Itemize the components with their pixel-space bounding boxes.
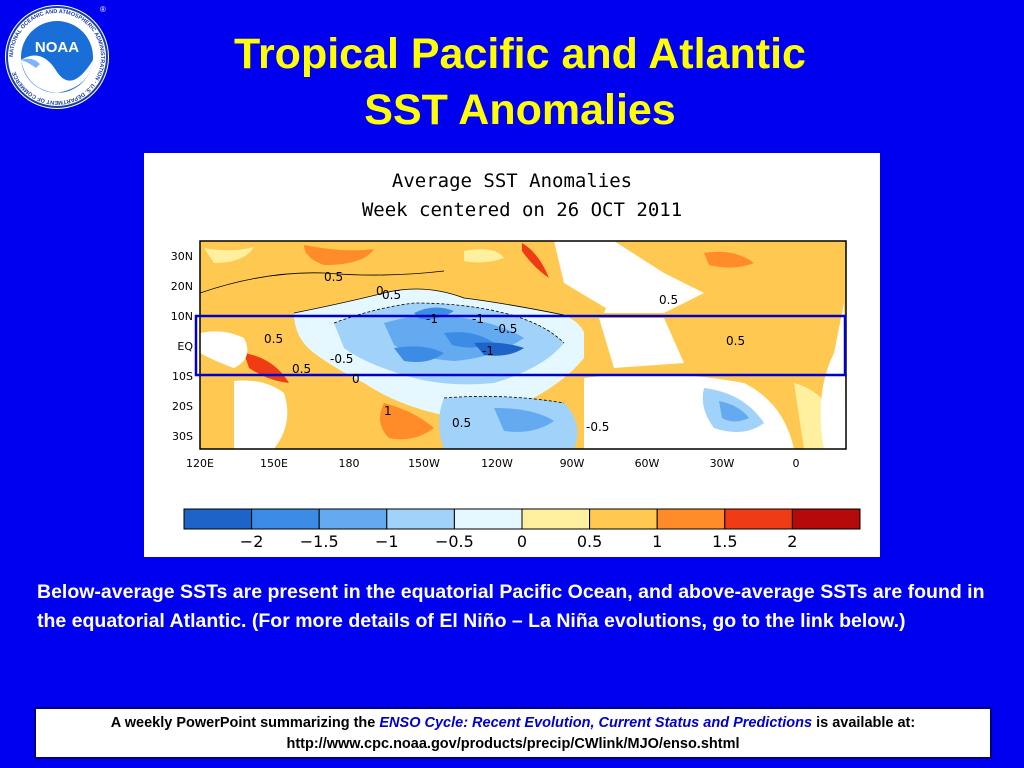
colorbar-segment (453, 508, 523, 530)
lon-label: 150E (260, 457, 288, 470)
lat-label: 10S (172, 370, 193, 383)
equatorial-box (194, 314, 847, 377)
contour-label: 0 (352, 372, 360, 386)
anomaly-field (200, 241, 846, 449)
noaa-logo: NOAA ® NATIONAL OCEANIC AND ATMOSPHERIC … (5, 5, 109, 109)
colorbar-segment (521, 508, 591, 530)
colorbar-segment (183, 508, 253, 530)
contour-label: 0.5 (382, 288, 401, 302)
title-line-1: Tropical Pacific and Atlantic (234, 30, 806, 78)
slide-caption: Below-average SSTs are present in the eq… (37, 581, 985, 632)
contour-label: 0.5 (726, 334, 745, 348)
colorbar-tick-label: −2 (240, 532, 264, 551)
contour-label: -0.5 (330, 352, 353, 366)
lon-label: 30W (710, 457, 735, 470)
contour-label: 0.5 (292, 362, 311, 376)
colorbar-segment (318, 508, 388, 530)
map-subtitle: Week centered on 26 OCT 2011 (362, 199, 682, 221)
lat-label: 10N (171, 310, 193, 323)
contour-label: 0 (376, 284, 384, 298)
contour-label: 1 (384, 404, 392, 418)
enso-link-title[interactable]: ENSO Cycle: Recent Evolution, Current St… (379, 715, 813, 731)
colorbar-segment (656, 508, 726, 530)
slide-title: Tropical Pacific and Atlantic SST Anomal… (130, 26, 910, 138)
colorbar-tick-label: 2 (787, 532, 797, 551)
contour-label: 0.5 (264, 332, 283, 346)
colorbar-segment (724, 508, 793, 530)
colorbar-tick-label: 0.5 (577, 532, 602, 551)
colorbar-tick-label: 1 (652, 532, 662, 551)
lat-label: 20N (171, 280, 193, 293)
lat-label: 30S (172, 430, 193, 443)
footer-text-after: is available at: (812, 715, 916, 731)
colorbar-tick-label: −0.5 (435, 532, 474, 551)
colorbar-ticks: −2 −1.5 −1 −0.5 0 0.5 1 1.5 2 (240, 532, 798, 551)
colorbar-tick-label: 1.5 (712, 532, 737, 551)
lat-label: 20S (172, 400, 193, 413)
lon-label: 120W (481, 457, 513, 470)
lat-label: EQ (177, 340, 193, 353)
footer-url[interactable]: http://www.cpc.noaa.gov/products/precip/… (286, 736, 740, 752)
contour-label: 0.5 (452, 416, 471, 430)
lon-label: 90W (560, 457, 585, 470)
sst-map-svg: Average SST Anomalies Week centered on 2… (171, 170, 861, 551)
lon-label: 120E (186, 457, 214, 470)
latitude-labels: 30N 20N 10N EQ 10S 20S 30S (171, 250, 194, 443)
colorbar-segment (386, 508, 455, 530)
contour-label: 0.5 (324, 270, 343, 284)
colorbar-tick-label: 0 (517, 532, 527, 551)
footer-text-before: A weekly PowerPoint summarizing the (110, 715, 380, 731)
map-title: Average SST Anomalies (392, 170, 632, 192)
contour-label: -0.5 (586, 420, 609, 434)
contour-label: 0.5 (659, 293, 678, 307)
lon-label: 150W (408, 457, 440, 470)
lat-label: 30N (171, 250, 193, 263)
colorbar-segment (251, 508, 320, 530)
sst-anomaly-figure: Average SST Anomalies Week centered on 2… (144, 153, 880, 557)
contour-label: -0.5 (494, 322, 517, 336)
contour-label: -1 (472, 312, 484, 326)
longitude-labels: 120E 150E 180 150W 120W 90W 60W 30W 0 (186, 457, 799, 470)
contour-label: -1 (426, 312, 438, 326)
colorbar-segment (589, 508, 658, 530)
footer-box: A weekly PowerPoint summarizing the ENSO… (34, 707, 992, 759)
colorbar-segment (791, 508, 861, 530)
colorbar-tick-label: −1.5 (300, 532, 339, 551)
lon-label: 60W (635, 457, 660, 470)
contour-label: -1 (482, 344, 494, 358)
logo-text: NOAA (35, 39, 79, 56)
lon-label: 180 (339, 457, 360, 470)
footer-line-1: A weekly PowerPoint summarizing the ENSO… (36, 713, 990, 734)
colorbar-tick-label: −1 (375, 532, 399, 551)
colorbar (183, 508, 861, 530)
lon-label: 0 (793, 457, 800, 470)
registered-mark: ® (100, 5, 106, 14)
title-line-2: SST Anomalies (364, 86, 676, 134)
